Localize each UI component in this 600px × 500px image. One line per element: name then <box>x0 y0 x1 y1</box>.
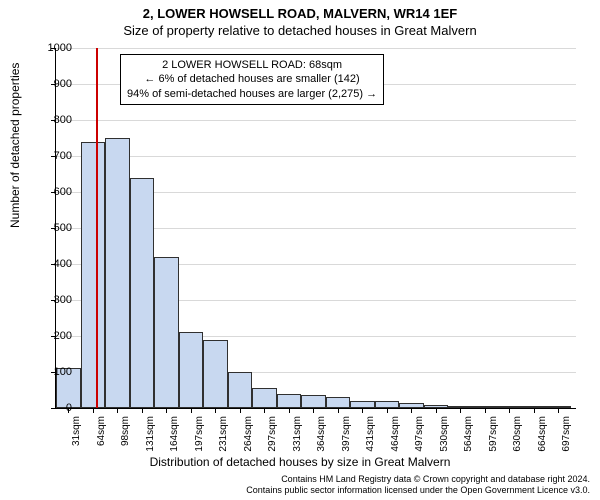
gridline <box>56 156 576 157</box>
xtick-label: 297sqm <box>267 416 278 452</box>
xtick-label: 331sqm <box>292 416 303 452</box>
property-marker-line <box>96 48 98 408</box>
xtick-mark <box>485 408 486 413</box>
xtick-mark <box>215 408 216 413</box>
xtick-label: 197sqm <box>194 416 205 452</box>
xtick-mark <box>191 408 192 413</box>
xtick-mark <box>534 408 535 413</box>
xtick-label: 564sqm <box>463 416 474 452</box>
histogram-bar <box>81 142 106 408</box>
histogram-bar <box>301 395 326 408</box>
xtick-label: 630sqm <box>512 416 523 452</box>
histogram-bar <box>375 401 400 408</box>
xtick-mark <box>142 408 143 413</box>
callout-line-3: 94% of semi-detached houses are larger (… <box>127 87 377 101</box>
title-line-1: 2, LOWER HOWSELL ROAD, MALVERN, WR14 1EF <box>0 0 600 21</box>
gridline <box>56 48 576 49</box>
xtick-label: 98sqm <box>120 416 131 446</box>
histogram-bar <box>130 178 155 408</box>
xtick-mark <box>93 408 94 413</box>
ytick-label: 500 <box>32 222 72 234</box>
ytick-label: 1000 <box>32 42 72 54</box>
y-axis-label: Number of detached properties <box>8 63 22 228</box>
xtick-label: 664sqm <box>537 416 548 452</box>
chart-plot-area: 2 LOWER HOWSELL ROAD: 68sqm ← 6% of deta… <box>55 48 575 408</box>
xtick-label: 697sqm <box>561 416 572 452</box>
xtick-mark <box>509 408 510 413</box>
histogram-bar <box>105 138 130 408</box>
callout-line-1: 2 LOWER HOWSELL ROAD: 68sqm <box>127 58 377 72</box>
histogram-bar <box>350 401 375 408</box>
ytick-label: 100 <box>32 366 72 378</box>
xtick-label: 231sqm <box>218 416 229 452</box>
histogram-bar <box>203 340 228 408</box>
ytick-label: 900 <box>32 78 72 90</box>
footer-line-1: Contains HM Land Registry data © Crown c… <box>246 474 590 485</box>
callout-box: 2 LOWER HOWSELL ROAD: 68sqm ← 6% of deta… <box>120 54 384 105</box>
xtick-label: 164sqm <box>169 416 180 452</box>
xtick-mark <box>338 408 339 413</box>
histogram-bar <box>154 257 179 408</box>
xtick-label: 31sqm <box>71 416 82 446</box>
xtick-label: 597sqm <box>488 416 499 452</box>
xtick-mark <box>240 408 241 413</box>
callout-line-2: ← 6% of detached houses are smaller (142… <box>127 72 377 86</box>
xtick-mark <box>411 408 412 413</box>
ytick-label: 300 <box>32 294 72 306</box>
histogram-bar <box>179 332 204 408</box>
xtick-label: 464sqm <box>390 416 401 452</box>
gridline <box>56 120 576 121</box>
xtick-mark <box>313 408 314 413</box>
histogram-bar <box>228 372 253 408</box>
xtick-mark <box>460 408 461 413</box>
xtick-label: 64sqm <box>96 416 107 446</box>
xtick-mark <box>362 408 363 413</box>
xtick-mark <box>558 408 559 413</box>
histogram-bar <box>252 388 277 408</box>
histogram-bar <box>326 397 351 408</box>
ytick-label: 0 <box>32 402 72 414</box>
ytick-label: 700 <box>32 150 72 162</box>
xtick-label: 530sqm <box>439 416 450 452</box>
xtick-mark <box>117 408 118 413</box>
ytick-label: 600 <box>32 186 72 198</box>
footer-attribution: Contains HM Land Registry data © Crown c… <box>246 474 590 496</box>
xtick-label: 364sqm <box>316 416 327 452</box>
ytick-label: 200 <box>32 330 72 342</box>
xtick-mark <box>289 408 290 413</box>
xtick-label: 397sqm <box>341 416 352 452</box>
xtick-label: 131sqm <box>145 416 156 452</box>
xtick-mark <box>436 408 437 413</box>
xtick-label: 497sqm <box>414 416 425 452</box>
xtick-mark <box>166 408 167 413</box>
xtick-label: 264sqm <box>243 416 254 452</box>
footer-line-2: Contains public sector information licen… <box>246 485 590 496</box>
title-line-2: Size of property relative to detached ho… <box>0 21 600 38</box>
ytick-label: 400 <box>32 258 72 270</box>
xtick-mark <box>264 408 265 413</box>
histogram-bar <box>277 394 302 408</box>
xtick-label: 431sqm <box>365 416 376 452</box>
xtick-mark <box>387 408 388 413</box>
x-axis-label: Distribution of detached houses by size … <box>0 455 600 469</box>
ytick-label: 800 <box>32 114 72 126</box>
